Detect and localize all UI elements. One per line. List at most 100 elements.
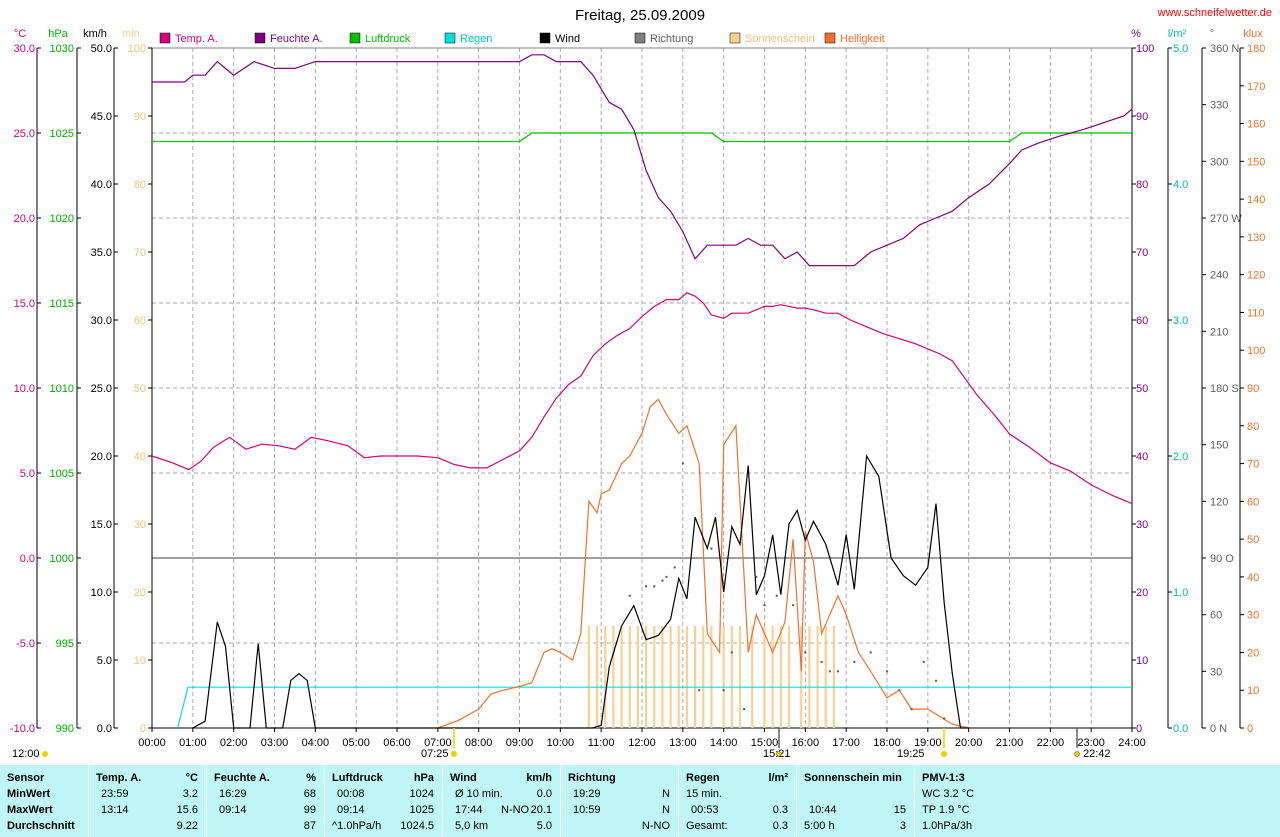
direction-avg-value: N-NO xyxy=(641,820,670,832)
direction-point xyxy=(898,689,901,692)
row-label-avg: Durchschnitt xyxy=(7,820,75,832)
axis-tick-label-brightness: 180 xyxy=(1247,43,1265,55)
x-axis-tick-label: 02:00 xyxy=(220,737,248,749)
sunshine-max-time: 10:44 xyxy=(809,804,837,816)
axis-tick-label-wind: 45.0 xyxy=(91,111,112,123)
stats-direction: Richtung 19:29 N 10:59 N N-NO xyxy=(560,765,678,837)
axis-tick-label-rain: 2.0 xyxy=(1173,451,1188,463)
axis-tick-label-direction: 300 xyxy=(1210,156,1228,168)
axis-tick-label-brightness: 150 xyxy=(1247,156,1265,168)
axis-tick-label-humidity: 60 xyxy=(1136,315,1148,327)
legend-swatch xyxy=(254,32,266,44)
axis-tick-label-rain: 0.0 xyxy=(1173,723,1188,735)
axis-tick-label-wind: 30.0 xyxy=(91,315,112,327)
time-annotation: 22:42 xyxy=(1083,748,1111,760)
direction-point xyxy=(763,604,766,607)
pressure-min-time: 00:08 xyxy=(337,788,365,800)
direction-max-value: N xyxy=(662,804,670,816)
legend-label: Helligkeit xyxy=(840,33,885,45)
axis-tick-label-pressure: 995 xyxy=(56,638,74,650)
axis-tick-label-temp: -10.0 xyxy=(10,723,35,735)
axis-tick-label-sunshine: 10 xyxy=(134,655,146,667)
direction-point xyxy=(910,707,913,711)
weather-chart: Freitag, 25.09.2009 www.schneifelwetter.… xyxy=(10,7,1272,760)
chart-title: Freitag, 25.09.2009 xyxy=(575,7,705,24)
legend-label: Richtung xyxy=(650,33,693,45)
direction-point xyxy=(942,717,946,720)
axis-tick-label-sunshine: 90 xyxy=(134,111,146,123)
axis-tick-label-temp: 15.0 xyxy=(14,298,35,310)
axis-tick-label-pressure: 1005 xyxy=(50,468,74,480)
axis-tick-label-direction: 30 xyxy=(1210,666,1222,678)
rain-total-value: 0.3 xyxy=(772,820,788,832)
wind-max-direction: N-NO xyxy=(501,804,530,816)
axis-tick-label-wind: 25.0 xyxy=(91,383,112,395)
legend-label: Temp. A. xyxy=(175,33,218,45)
direction-point xyxy=(853,660,856,664)
direction-point xyxy=(730,651,734,654)
humidity-avg-value: 87 xyxy=(303,820,316,832)
pressure-max-value: 1025 xyxy=(409,804,434,816)
temp-min-time: 23:59 xyxy=(101,788,129,800)
x-axis-tick-label: 00:00 xyxy=(138,737,166,749)
direction-point xyxy=(755,575,758,579)
axis-tick-label-sunshine: 50 xyxy=(134,383,146,395)
axis-tick-label-brightness: 130 xyxy=(1247,232,1265,244)
axis-tick-label-brightness: 80 xyxy=(1247,421,1259,433)
axis-tick-label-direction: 330 xyxy=(1210,100,1228,112)
sunshine-avg-value: 3 xyxy=(899,820,906,832)
axis-tick-label-wind: 50.0 xyxy=(91,43,112,55)
axis-tick-label-sunshine: 30 xyxy=(134,519,146,531)
axis-tick-label-pressure: 1030 xyxy=(50,43,74,55)
axis-tick-label-brightness: 40 xyxy=(1247,572,1259,584)
temp-min-value: 3.2 xyxy=(182,788,198,800)
axis-tick-label-humidity: 50 xyxy=(1136,383,1148,395)
row-label-max: MaxWert xyxy=(7,804,53,816)
humidity-header: Feuchte A. xyxy=(214,772,270,784)
axis-tick-label-humidity: 30 xyxy=(1136,519,1148,531)
axis-tick-label-brightness: 170 xyxy=(1247,81,1265,93)
wind-max-time: 17:44 xyxy=(455,804,483,816)
direction-point xyxy=(697,689,701,692)
pmv-dewpoint: TP 1.9 °C xyxy=(922,804,970,816)
stats-pressure: Luftdruck hPa 00:08 1024 09:14 1025 ^1.0… xyxy=(324,765,442,837)
x-axis-tick-label: 05:00 xyxy=(342,737,370,749)
axis-tick-label-direction: 60 xyxy=(1210,610,1222,622)
rain-interval: 15 min. xyxy=(686,788,723,800)
website-link[interactable]: www.schneifelwetter.de xyxy=(1157,7,1272,19)
axis-unit-brightness: klux xyxy=(1243,28,1263,40)
stats-sensor-column: Sensor MinWert MaxWert Durchschnitt xyxy=(0,765,88,837)
axis-tick-label-humidity: 80 xyxy=(1136,179,1148,191)
temp-unit: °C xyxy=(185,772,198,784)
direction-point xyxy=(828,670,832,673)
axis-tick-label-direction: 150 xyxy=(1210,440,1228,452)
direction-point xyxy=(804,651,807,654)
pressure-min-value: 1024 xyxy=(409,788,434,800)
axis-tick-label-wind: 0.0 xyxy=(97,723,112,735)
x-axis-tick-label: 20:00 xyxy=(955,737,983,749)
humidity-max-time: 09:14 xyxy=(219,804,247,816)
axis-tick-label-sunshine: 40 xyxy=(134,451,146,463)
temp-max-value: 15.6 xyxy=(176,804,198,816)
direction-point xyxy=(665,575,668,579)
sunshine-header: Sonnenschein min xyxy=(804,772,902,784)
noon-sun-icon xyxy=(42,751,48,757)
direction-header: Richtung xyxy=(568,772,616,784)
plot-grid xyxy=(151,47,1133,729)
x-axis-tick-label: 11:00 xyxy=(588,737,615,749)
moon-marker-icon xyxy=(776,751,782,757)
legend-swatch xyxy=(824,32,836,44)
legend-label: Regen xyxy=(460,33,492,45)
rain-unit: l/m² xyxy=(768,772,788,784)
direction-point xyxy=(673,566,676,569)
axis-tick-label-humidity: 70 xyxy=(1136,247,1148,259)
axis-tick-label-pressure: 1000 xyxy=(50,553,74,565)
stats-temp: Temp. A. °C 23:59 3.2 13:14 15.6 9.22 xyxy=(88,765,206,837)
legend-label: Sonnenschein xyxy=(745,33,815,45)
legend-label: Luftdruck xyxy=(365,33,411,45)
stats-sunshine: Sonnenschein min 10:44 15 5:00 h 3 xyxy=(796,765,914,837)
x-axis-tick-label: 23:00 xyxy=(1077,737,1105,749)
axis-units: °C hPa km/h min% l/m² ° klux xyxy=(14,28,1263,40)
axis-tick-label-direction: 90 O xyxy=(1210,553,1234,565)
sunshine-max-value: 15 xyxy=(893,804,906,816)
